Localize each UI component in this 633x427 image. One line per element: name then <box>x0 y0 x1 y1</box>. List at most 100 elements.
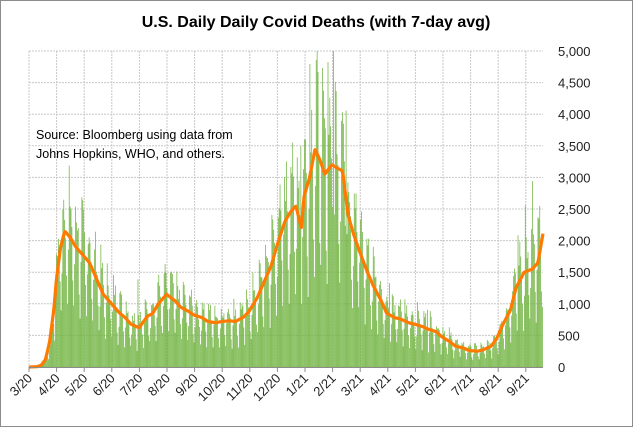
daily-bar <box>500 323 502 367</box>
daily-bar <box>450 332 452 367</box>
daily-bar <box>305 139 306 367</box>
daily-bar <box>95 231 96 367</box>
daily-bar <box>47 356 48 367</box>
daily-bar <box>154 325 156 367</box>
daily-bar <box>261 277 263 367</box>
daily-bar <box>203 303 205 367</box>
daily-bar <box>334 81 336 368</box>
daily-bar <box>355 193 357 367</box>
y-tick-label: 500 <box>558 328 580 343</box>
daily-bar <box>257 332 258 367</box>
daily-bar <box>87 244 89 367</box>
daily-bar <box>513 276 514 367</box>
daily-bar <box>428 352 429 367</box>
daily-bar <box>322 68 323 367</box>
daily-bar <box>289 254 291 367</box>
daily-bar <box>102 262 104 367</box>
daily-bar <box>199 326 200 367</box>
daily-bar <box>496 348 498 367</box>
daily-bar <box>59 281 61 367</box>
daily-bar <box>84 232 85 367</box>
daily-bar <box>504 325 506 367</box>
daily-bar <box>407 316 408 367</box>
daily-bar <box>491 358 493 367</box>
daily-bar <box>324 118 325 368</box>
daily-bar <box>510 342 512 367</box>
daily-bar <box>174 332 176 367</box>
daily-bar <box>531 229 532 367</box>
daily-bar <box>461 342 463 367</box>
daily-bar <box>187 340 189 367</box>
daily-bar <box>246 289 247 367</box>
daily-bar <box>314 276 315 367</box>
daily-bar <box>235 309 237 367</box>
daily-bar <box>318 159 320 367</box>
y-tick-label: 2,500 <box>558 202 591 217</box>
daily-bar <box>129 337 131 367</box>
daily-bar <box>333 214 335 367</box>
daily-bar <box>71 227 73 367</box>
daily-bar <box>372 246 374 367</box>
daily-bar <box>75 206 76 367</box>
daily-bar <box>344 225 346 367</box>
daily-bar <box>280 210 282 367</box>
daily-bar <box>57 256 58 367</box>
daily-bar <box>448 327 450 367</box>
daily-bar <box>317 72 319 368</box>
daily-bar <box>498 341 500 367</box>
daily-bar <box>184 294 186 367</box>
daily-bar <box>484 353 485 367</box>
daily-bar <box>357 281 359 367</box>
y-tick-label: 1,000 <box>558 297 591 312</box>
daily-bar <box>341 120 342 367</box>
daily-bar <box>90 264 92 367</box>
daily-bar <box>231 348 233 367</box>
daily-bar <box>538 218 540 367</box>
daily-bar <box>369 279 370 367</box>
daily-bar <box>263 327 265 367</box>
daily-bar <box>301 303 303 367</box>
daily-bar <box>190 289 192 367</box>
daily-bar <box>415 349 417 367</box>
daily-bar <box>462 344 464 367</box>
daily-bar <box>540 256 542 367</box>
daily-bar <box>181 338 182 367</box>
y-axis: 0 500 1,000 1,500 2,000 2,500 3,000 3,500 4,000 4… <box>558 44 591 375</box>
daily-bar <box>299 215 301 367</box>
daily-bar <box>519 241 521 367</box>
daily-bar <box>478 359 480 367</box>
daily-bar <box>130 345 132 367</box>
daily-bar <box>100 244 102 367</box>
daily-bar <box>370 305 371 367</box>
daily-bar <box>53 324 55 367</box>
daily-bar <box>166 288 168 367</box>
daily-bar <box>409 348 410 367</box>
daily-bar <box>161 325 162 367</box>
daily-bar <box>430 316 432 367</box>
daily-bar <box>253 290 255 367</box>
daily-bar <box>483 346 485 367</box>
daily-bar <box>238 347 239 367</box>
daily-bar <box>124 347 125 367</box>
daily-bar <box>244 344 246 367</box>
daily-bar <box>262 316 264 367</box>
daily-bar <box>397 328 399 367</box>
daily-bar <box>495 338 497 367</box>
daily-bar <box>216 317 218 367</box>
daily-bar <box>183 284 185 367</box>
daily-bar <box>386 296 388 367</box>
daily-bar <box>410 315 412 367</box>
daily-bar <box>143 322 145 367</box>
daily-bar <box>320 264 322 367</box>
daily-bar <box>209 309 210 367</box>
daily-bar <box>485 358 486 367</box>
x-tick-label: 11/20 <box>223 371 256 404</box>
daily-bar <box>406 305 408 367</box>
daily-bar <box>325 250 327 367</box>
daily-bar <box>376 320 378 367</box>
daily-bar <box>441 343 443 367</box>
daily-bar <box>86 316 87 367</box>
daily-bar <box>228 308 229 367</box>
daily-bar <box>131 334 132 367</box>
daily-bar <box>111 336 113 367</box>
